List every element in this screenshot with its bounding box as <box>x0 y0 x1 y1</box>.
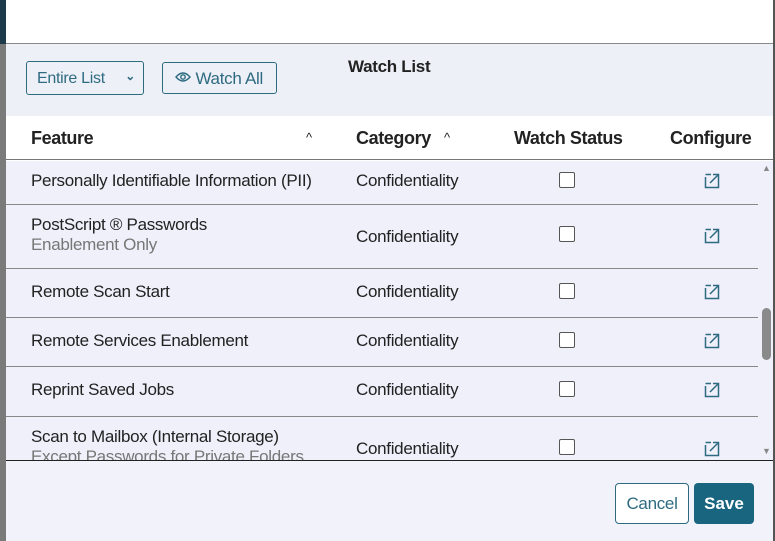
category-cell: Confidentiality <box>356 439 459 458</box>
feature-cell: Personally Identifiable Information (PII… <box>31 171 312 191</box>
category-cell: Confidentiality <box>356 282 459 301</box>
feature-cell: Remote Scan Start <box>31 282 170 302</box>
background-strip <box>0 0 6 541</box>
feature-name: Scan to Mailbox (Internal Storage) <box>31 427 279 446</box>
external-link-icon[interactable] <box>704 382 720 398</box>
toolbar: Entire List ⌄ Watch All Watch List <box>6 44 773 116</box>
feature-cell: Remote Services Enablement <box>31 331 248 351</box>
column-feature[interactable]: Feature <box>31 128 94 148</box>
chevron-down-icon: ⌄ <box>125 69 135 83</box>
category-cell: Confidentiality <box>356 331 459 350</box>
column-configure: Configure <box>670 128 752 148</box>
sort-feature-icon[interactable]: ^ <box>306 130 312 145</box>
feature-cell: Scan to Mailbox (Internal Storage) Except… <box>31 427 304 460</box>
scroll-down-icon[interactable]: ▼ <box>762 446 771 456</box>
feature-cell: Reprint Saved Jobs <box>31 380 174 400</box>
table-header: Feature ^ Category ^ Watch Status Config… <box>6 116 773 160</box>
table-row: Reprint Saved Jobs Confidentiality <box>6 367 758 417</box>
feature-name: Remote Scan Start <box>31 282 170 301</box>
table-row: Personally Identifiable Information (PII… <box>6 161 758 205</box>
watch-checkbox[interactable] <box>559 381 575 397</box>
watch-all-label: Watch All <box>195 69 263 88</box>
feature-subtitle: Enablement Only <box>31 235 157 254</box>
category-cell: Confidentiality <box>356 227 459 246</box>
filter-value: Entire List <box>37 70 105 87</box>
table-row: Remote Services Enablement Confidentiali… <box>6 318 758 367</box>
external-link-icon[interactable] <box>704 441 720 457</box>
save-button[interactable]: Save <box>694 483 754 524</box>
cancel-button[interactable]: Cancel <box>615 483 689 524</box>
feature-subtitle: Except Passwords for Private Folders <box>31 447 304 460</box>
watch-checkbox[interactable] <box>559 439 575 455</box>
table-body: Personally Identifiable Information (PII… <box>6 161 773 460</box>
external-link-icon[interactable] <box>704 173 720 189</box>
table-row: PostScript ® Passwords Enablement Only Co… <box>6 205 758 269</box>
feature-name: Reprint Saved Jobs <box>31 380 174 399</box>
table-row: Scan to Mailbox (Internal Storage) Except… <box>6 417 758 460</box>
external-link-icon[interactable] <box>704 228 720 244</box>
column-category[interactable]: Category <box>356 128 431 148</box>
sort-category-icon[interactable]: ^ <box>444 130 450 145</box>
scrollbar-thumb[interactable] <box>762 308 771 360</box>
table-row: Remote Scan Start Confidentiality <box>6 269 758 318</box>
scrollbar[interactable]: ▲ ▼ <box>758 161 773 460</box>
watch-checkbox[interactable] <box>559 332 575 348</box>
watch-checkbox[interactable] <box>559 226 575 242</box>
filter-select[interactable]: Entire List ⌄ <box>26 61 144 95</box>
external-link-icon[interactable] <box>704 333 720 349</box>
page-title: Watch List <box>348 57 431 76</box>
column-watch-status: Watch Status <box>514 128 623 148</box>
eye-icon <box>175 72 191 82</box>
watch-checkbox[interactable] <box>559 283 575 299</box>
external-link-icon[interactable] <box>704 284 720 300</box>
category-cell: Confidentiality <box>356 171 459 190</box>
feature-name: PostScript ® Passwords <box>31 215 207 234</box>
watch-all-button[interactable]: Watch All <box>162 62 277 94</box>
watch-list-modal: Entire List ⌄ Watch All Watch List Featur… <box>6 0 775 541</box>
category-cell: Confidentiality <box>356 380 459 399</box>
footer: Cancel Save <box>6 460 773 541</box>
feature-cell: PostScript ® Passwords Enablement Only <box>31 215 207 255</box>
scroll-up-icon[interactable]: ▲ <box>762 163 771 173</box>
watch-checkbox[interactable] <box>559 172 575 188</box>
feature-name: Remote Services Enablement <box>31 331 249 350</box>
feature-name: Personally Identifiable Information (PII… <box>31 171 312 190</box>
